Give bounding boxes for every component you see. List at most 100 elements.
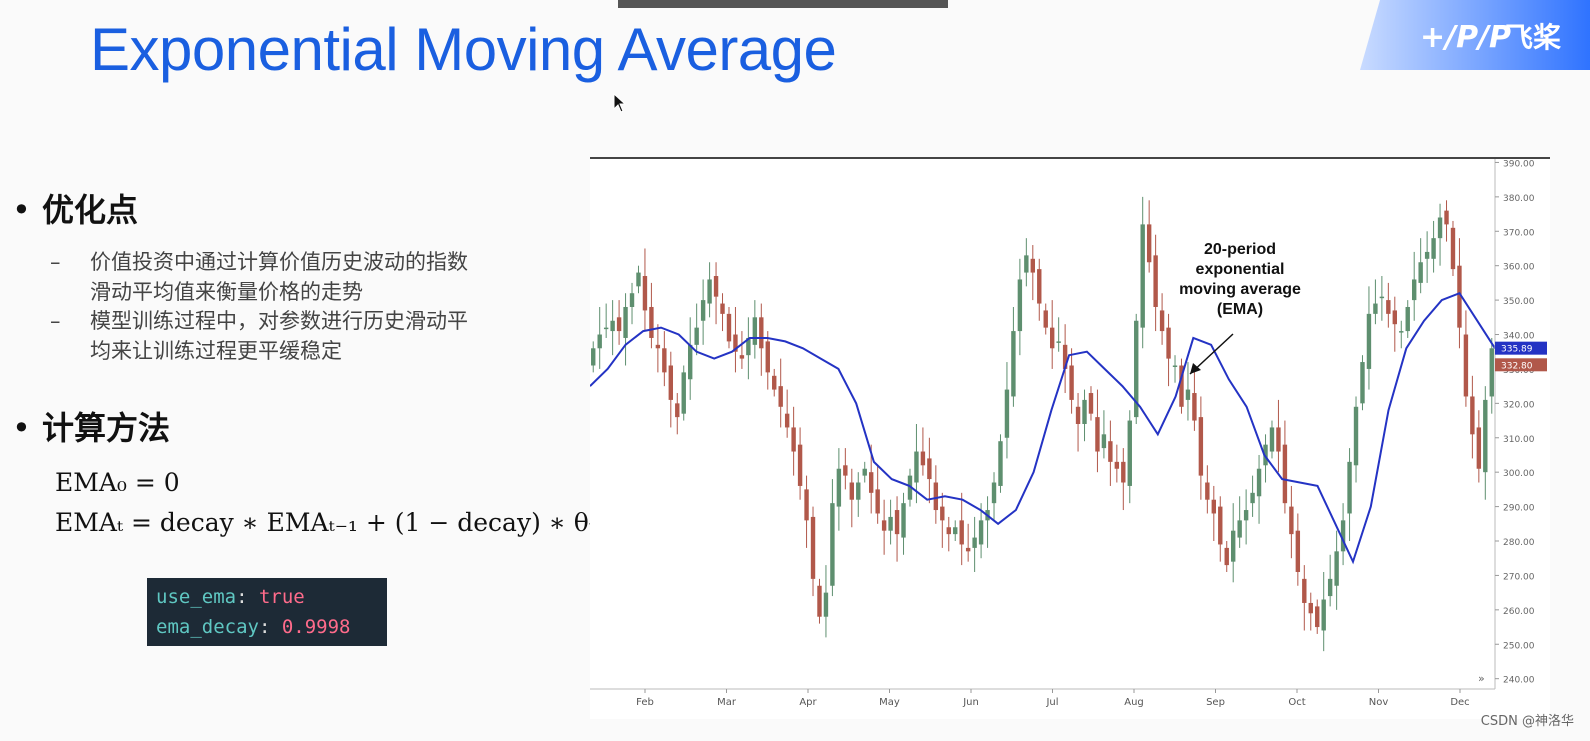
- formula-line-1: EMA₀ = 0: [55, 468, 180, 497]
- candle-body: [1140, 224, 1145, 328]
- candle-body: [1056, 341, 1061, 343]
- candle-body: [700, 300, 706, 321]
- candle-body: [1444, 210, 1449, 225]
- top-bar: [618, 0, 948, 8]
- candle-body: [1069, 365, 1074, 400]
- ema-line: [589, 291, 1496, 565]
- candle-body: [862, 468, 867, 476]
- candle-body: [746, 337, 751, 356]
- candle-body: [1037, 269, 1042, 304]
- candle-body: [1211, 499, 1217, 514]
- logo-text: 飞桨: [1505, 21, 1561, 54]
- candle-body: [1418, 262, 1423, 283]
- sub-item-2-line1: 模型训练过程中，对参数进行历史滑动平: [90, 309, 468, 333]
- candle-body: [1321, 599, 1326, 631]
- candle-body: [726, 313, 732, 342]
- candle-body: [914, 451, 919, 483]
- candle-body: [1302, 578, 1307, 603]
- code-key-use-ema: use_ema: [156, 586, 237, 608]
- candle-body: [1114, 461, 1120, 469]
- candle-body: [856, 482, 861, 500]
- candle-body: [752, 317, 758, 345]
- page-title: Exponential Moving Average: [90, 16, 837, 83]
- candle-body: [733, 334, 738, 352]
- x-tick-label: Aug: [1124, 697, 1144, 708]
- annotation-line: moving average: [1179, 281, 1301, 298]
- y-tick-label: 310.00: [1503, 435, 1535, 445]
- bullet-method-label: 计算方法: [42, 409, 171, 447]
- annotation-line: 20-period: [1204, 241, 1276, 258]
- candle-body: [1463, 334, 1469, 397]
- candle-body: [1049, 327, 1055, 349]
- candle-body: [940, 506, 945, 521]
- candle-body: [707, 279, 712, 304]
- y-tick-label: 340.00: [1503, 332, 1535, 342]
- candle-body: [759, 317, 764, 349]
- ema-last-label-text: 335.89: [1501, 345, 1533, 355]
- candle-body: [1153, 255, 1158, 307]
- y-tick-label: 270.00: [1503, 572, 1535, 582]
- candle-body: [843, 465, 848, 476]
- candle-body: [1230, 530, 1236, 562]
- x-tick-label: Apr: [799, 697, 817, 708]
- candle-body: [836, 468, 842, 507]
- candle-body: [972, 537, 977, 548]
- sub-item-1-line2: 滑动平均值来衡量价格的走势: [90, 280, 363, 304]
- candle-body: [1159, 310, 1165, 332]
- candle-body: [1205, 482, 1210, 500]
- candle-body: [927, 458, 932, 480]
- chart-svg: Feb Mar Apr May Jun Jul Aug Sep Oct Nov Dec 240.00…: [589, 159, 1547, 708]
- sub-item-2-line2: 均来让训练过程更平缓稳定: [90, 339, 342, 363]
- price-last-label-text: 332.80: [1501, 361, 1533, 371]
- candle-body: [1108, 441, 1113, 462]
- config-code-block: use_ema: true ema_decay: 0.9998: [147, 578, 387, 646]
- x-tick-label: Mar: [717, 697, 737, 708]
- candle-body: [1340, 520, 1346, 552]
- x-tick-label: May: [879, 697, 900, 708]
- candle-body: [616, 317, 622, 332]
- x-tick-label: Jul: [1045, 697, 1058, 708]
- candle-body: [1004, 389, 1010, 438]
- candle-body: [784, 413, 790, 428]
- candle-body: [1373, 303, 1378, 314]
- candle-body: [642, 276, 648, 311]
- y-tick-label: 350.00: [1503, 297, 1535, 307]
- x-tick-label: Dec: [1450, 697, 1469, 708]
- candle-body: [1489, 348, 1494, 397]
- candle-body: [1360, 362, 1365, 404]
- y-tick-label: 250.00: [1503, 641, 1535, 651]
- y-tick-label: 320.00: [1503, 400, 1535, 410]
- candle-body: [817, 585, 822, 617]
- candle-body: [797, 444, 803, 486]
- candle-body: [1327, 578, 1333, 597]
- candle-body: [1411, 279, 1417, 301]
- candle-body: [920, 451, 926, 466]
- paddle-logo: +/P/P 飞桨: [1360, 0, 1590, 70]
- candle-body: [965, 547, 971, 552]
- price-last-label: [1495, 358, 1547, 372]
- annotation-line: (EMA): [1217, 301, 1263, 318]
- candle-body: [1121, 461, 1126, 483]
- candle-body: [1424, 251, 1430, 259]
- candle-body: [1134, 320, 1139, 418]
- y-tick-label: 300.00: [1503, 469, 1535, 479]
- ema-annotation: 20-period exponential moving average (EMA) »: [1179, 241, 1485, 685]
- candle-body: [1075, 406, 1081, 424]
- candle-body: [629, 293, 635, 307]
- sub-item-1: – 价值投资中通过计算价值历史波动的指数 滑动平均值来衡量价格的走势: [50, 247, 468, 307]
- x-tick-label: Nov: [1369, 697, 1389, 708]
- bullet-optimization: • 优化点: [12, 191, 139, 229]
- candle-body: [1024, 255, 1029, 273]
- candle-body: [623, 306, 628, 338]
- candle-body: [591, 348, 596, 366]
- code-sep: :: [258, 616, 271, 638]
- candle-body: [933, 482, 939, 511]
- formula-line-2: EMAₜ = decay ∗ EMAₜ₋₁ + (1 − decay) ∗ θₜ: [55, 508, 595, 537]
- candle-body: [681, 372, 686, 414]
- candle-body: [1011, 331, 1016, 397]
- candle-body: [849, 482, 855, 500]
- svg-text:+/P/P: +/P/P: [1420, 20, 1511, 55]
- x-tick-label: Sep: [1206, 697, 1225, 708]
- candle-body: [991, 482, 997, 504]
- collapse-chevron-icon: »: [1478, 672, 1485, 685]
